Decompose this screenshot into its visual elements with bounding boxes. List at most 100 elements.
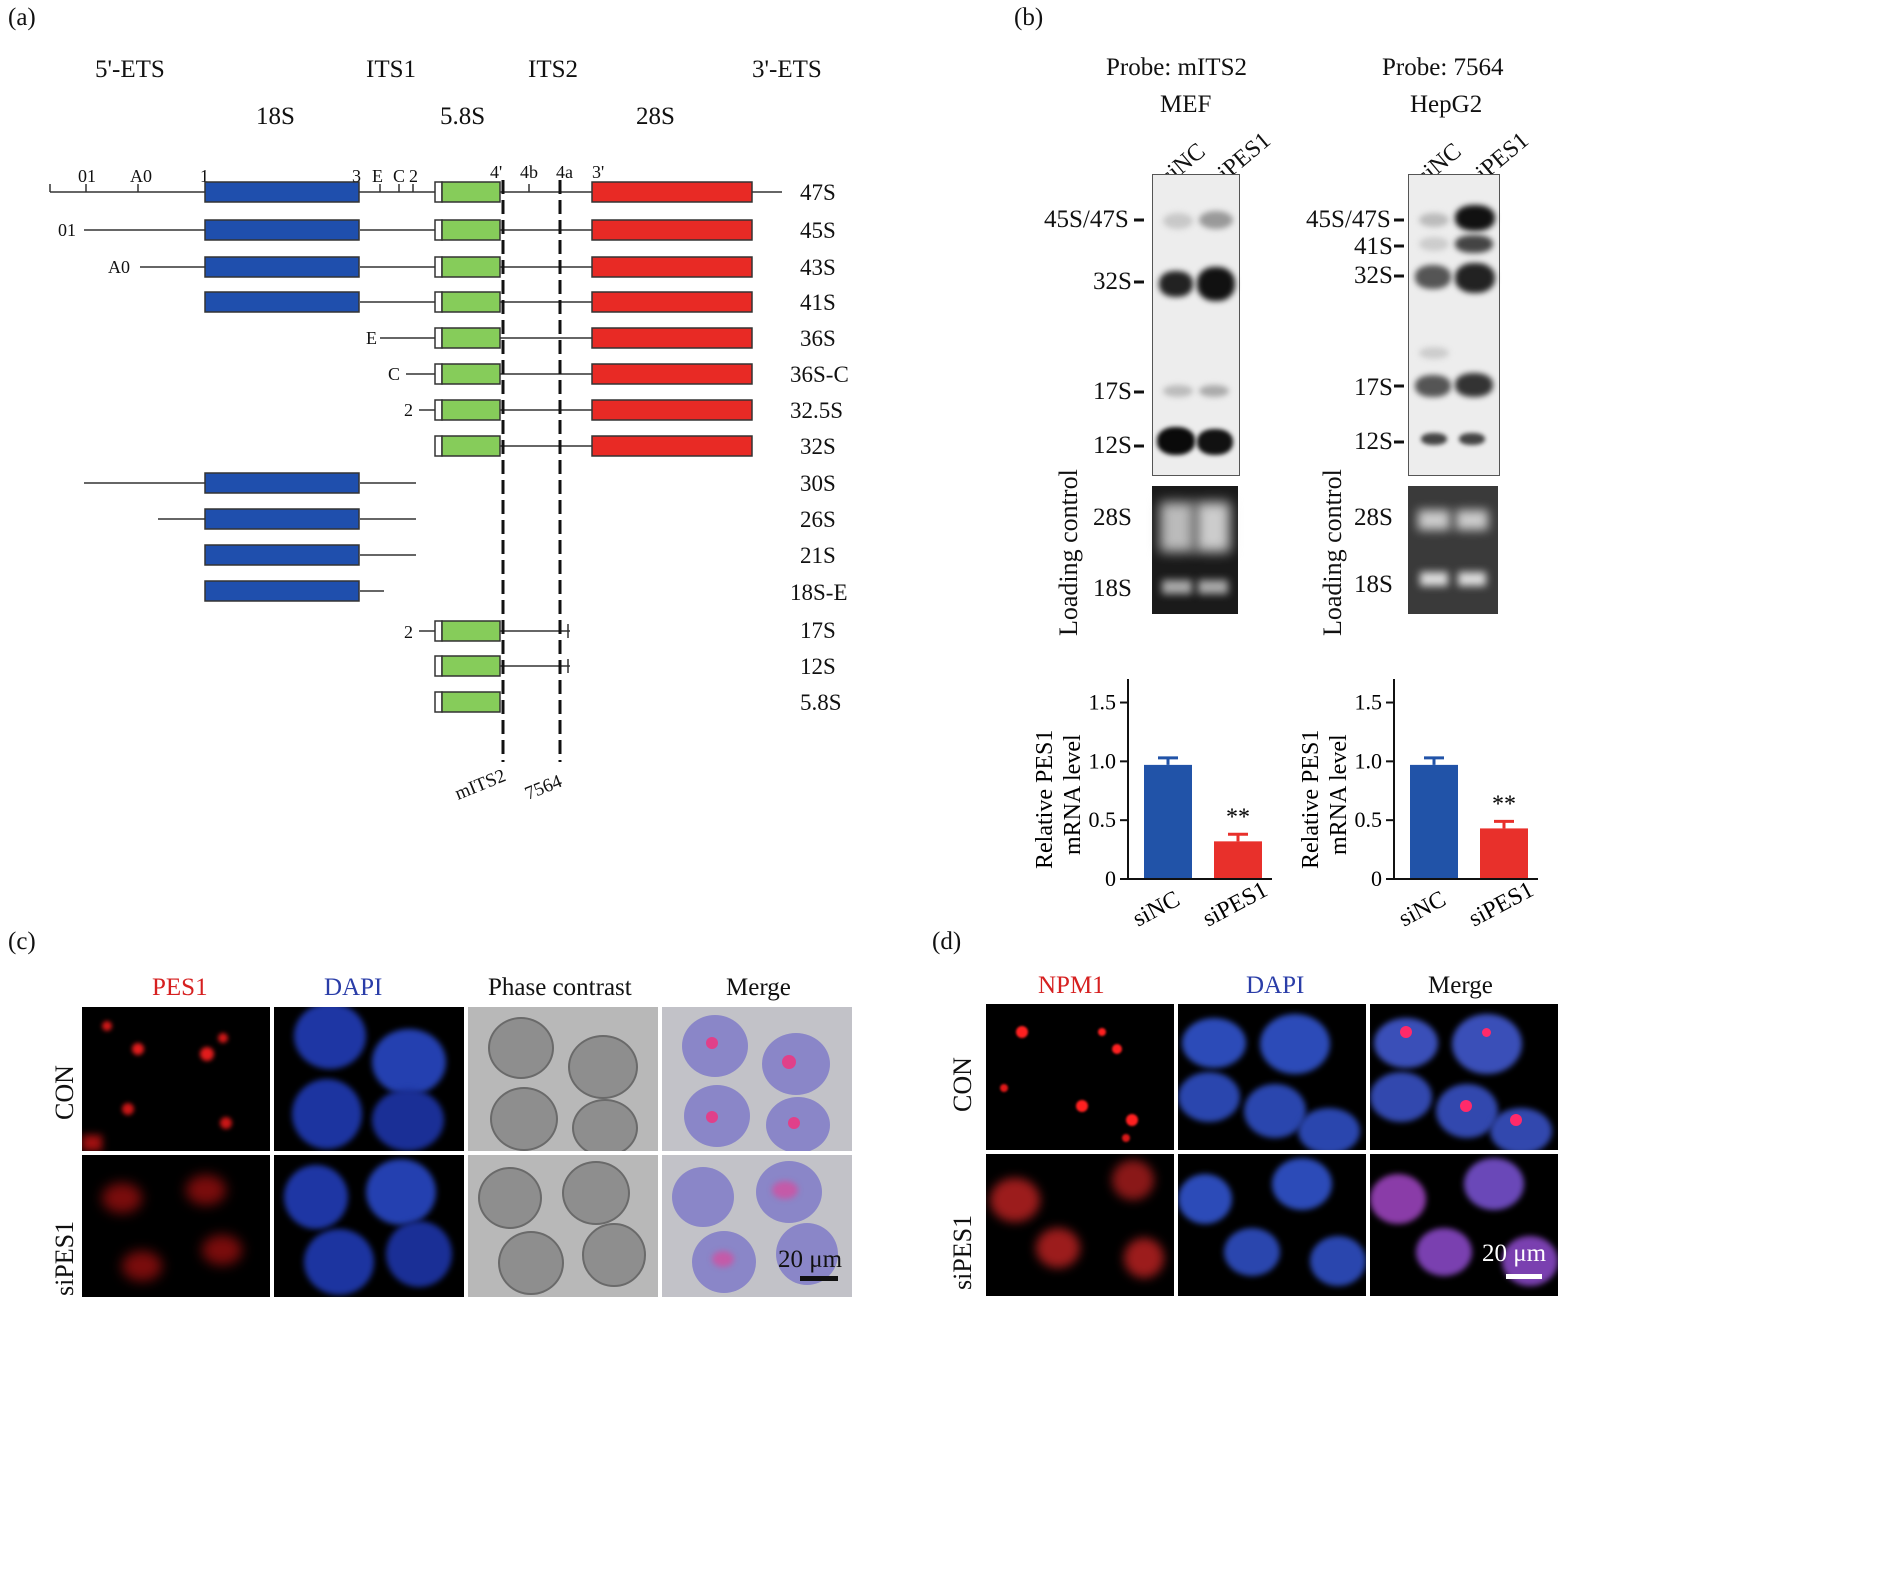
site-a0: A0 [130, 166, 152, 186]
x-tick-label: siPES1 [1465, 877, 1538, 930]
d-con-npm1 [986, 1004, 1174, 1150]
y-axis-label: Relative PES1mRNA level [1032, 730, 1086, 869]
species-32s: 32S [800, 434, 836, 459]
loading-gel-mef [1152, 486, 1238, 614]
y-tick-label: 0.5 [1355, 807, 1383, 832]
c-con-pes1 [82, 1007, 270, 1151]
y-tick-label: 0.5 [1089, 807, 1117, 832]
d-sipes1-merge [1370, 1154, 1558, 1296]
d-con-merge [1370, 1004, 1558, 1150]
58s-boxes [434, 181, 501, 713]
c-sipes1-phase [468, 1155, 658, 1297]
y-tick-label: 1.0 [1089, 748, 1117, 773]
region-its1-label: ITS1 [366, 56, 416, 83]
d-con-dapi [1178, 1004, 1366, 1150]
region-5ets-label: 5'-ETS [95, 56, 165, 83]
species-36s: 36S [800, 326, 836, 351]
probe-7564-label: 7564 [522, 771, 566, 800]
band-4547s-left: 45S/47S [1044, 206, 1129, 233]
scale-label-d: 20 μm [1482, 1240, 1547, 1267]
band-ticks-right [1394, 218, 1404, 444]
species-325s: 32.5S [790, 398, 843, 423]
site-3: 3 [352, 166, 361, 186]
subunit-18s-label: 18S [256, 103, 295, 130]
probe-7564-title: Probe: 7564 [1382, 54, 1504, 81]
y-axis-label: Relative PES1mRNA level [1298, 730, 1352, 869]
band-12s-right: 12S [1354, 428, 1393, 455]
svg-text:E: E [366, 328, 377, 348]
scale-bar-c [800, 1276, 838, 1281]
band-12s-left: 12S [1093, 432, 1132, 459]
col-dapi-label: DAPI [324, 974, 383, 1001]
svg-text:01: 01 [58, 220, 76, 240]
col-npm1-label: NPM1 [1038, 972, 1105, 999]
species-58s: 5.8S [800, 690, 842, 715]
probe-names: mITS2 7564 [452, 765, 566, 800]
species-21s: 21S [800, 543, 836, 568]
species-30s: 30S [800, 471, 836, 496]
species-17s: 17S [800, 618, 836, 643]
18s-boxes [204, 181, 360, 602]
d-sipes1-dapi [1178, 1154, 1366, 1296]
loading-18s-right: 18S [1354, 571, 1393, 598]
svg-text:A0: A0 [108, 257, 130, 277]
subunit-28s-label: 28S [636, 103, 675, 130]
x-tick-label: siNC [1395, 886, 1451, 930]
y-tick-label: 0 [1105, 866, 1116, 891]
bar-siNC [1410, 764, 1458, 879]
significance-label: ** [1226, 804, 1250, 830]
28s-boxes [591, 181, 753, 457]
c-con-dapi [274, 1007, 464, 1151]
y-tick-label: 0 [1371, 866, 1382, 891]
row-con-label-d: CON [948, 1057, 977, 1112]
c-con-merge [662, 1007, 852, 1151]
row-con-label-c: CON [50, 1065, 79, 1120]
loading-18s-left: 18S [1093, 575, 1132, 602]
site-c: C [393, 166, 405, 186]
svg-text:2: 2 [404, 400, 413, 420]
row-start-labels: 01 A0 E C 2 2 [58, 220, 413, 642]
species-41s: 41S [800, 290, 836, 315]
panel-c-label: (c) [8, 928, 36, 955]
c-con-phase [468, 1007, 658, 1151]
loading-28s-left: 28S [1093, 504, 1132, 531]
loading-control-left: Loading control [1054, 469, 1083, 636]
species-45s: 45S [800, 218, 836, 243]
c-sipes1-dapi [274, 1155, 464, 1297]
band-17s-left: 17S [1093, 378, 1132, 405]
significance-label: ** [1492, 791, 1516, 817]
band-32s-right: 32S [1354, 262, 1393, 289]
site-3prime: 3' [592, 162, 604, 182]
blot-mef [1152, 174, 1240, 476]
species-43s: 43S [800, 255, 836, 280]
y-tick-label: 1.0 [1355, 748, 1383, 773]
band-17s-right: 17S [1354, 374, 1393, 401]
probe-lines [501, 180, 562, 762]
region-its2-label: ITS2 [528, 56, 578, 83]
site-4b: 4b [520, 162, 538, 182]
band-4547s-right: 45S/47S [1306, 206, 1391, 233]
row-sipes1-label-c: siPES1 [50, 1220, 79, 1296]
panel-a-label: (a) [8, 4, 36, 31]
x-tick-label: siNC [1129, 886, 1185, 930]
bar-siPES1 [1214, 841, 1262, 879]
band-32s-left: 32S [1093, 268, 1132, 295]
band-41s-right: 41S [1354, 233, 1393, 260]
species-18s-e: 18S-E [790, 580, 848, 605]
site-4prime: 4' [490, 162, 502, 182]
panel-b-label: (b) [1014, 4, 1044, 31]
site-1: 1 [200, 166, 209, 186]
species-12s: 12S [800, 654, 836, 679]
cell-mef-title: MEF [1160, 91, 1212, 118]
col-merge-label: Merge [726, 974, 791, 1001]
c-sipes1-merge [662, 1155, 852, 1297]
region-3ets-label: 3'-ETS [752, 56, 822, 83]
y-tick-label: 1.5 [1355, 690, 1383, 715]
species-36s-c: 36S-C [790, 362, 849, 387]
svg-text:2: 2 [404, 622, 413, 642]
site-e: E [372, 166, 383, 186]
site-01: 01 [78, 166, 96, 186]
c-sipes1-pes1 [82, 1155, 270, 1297]
